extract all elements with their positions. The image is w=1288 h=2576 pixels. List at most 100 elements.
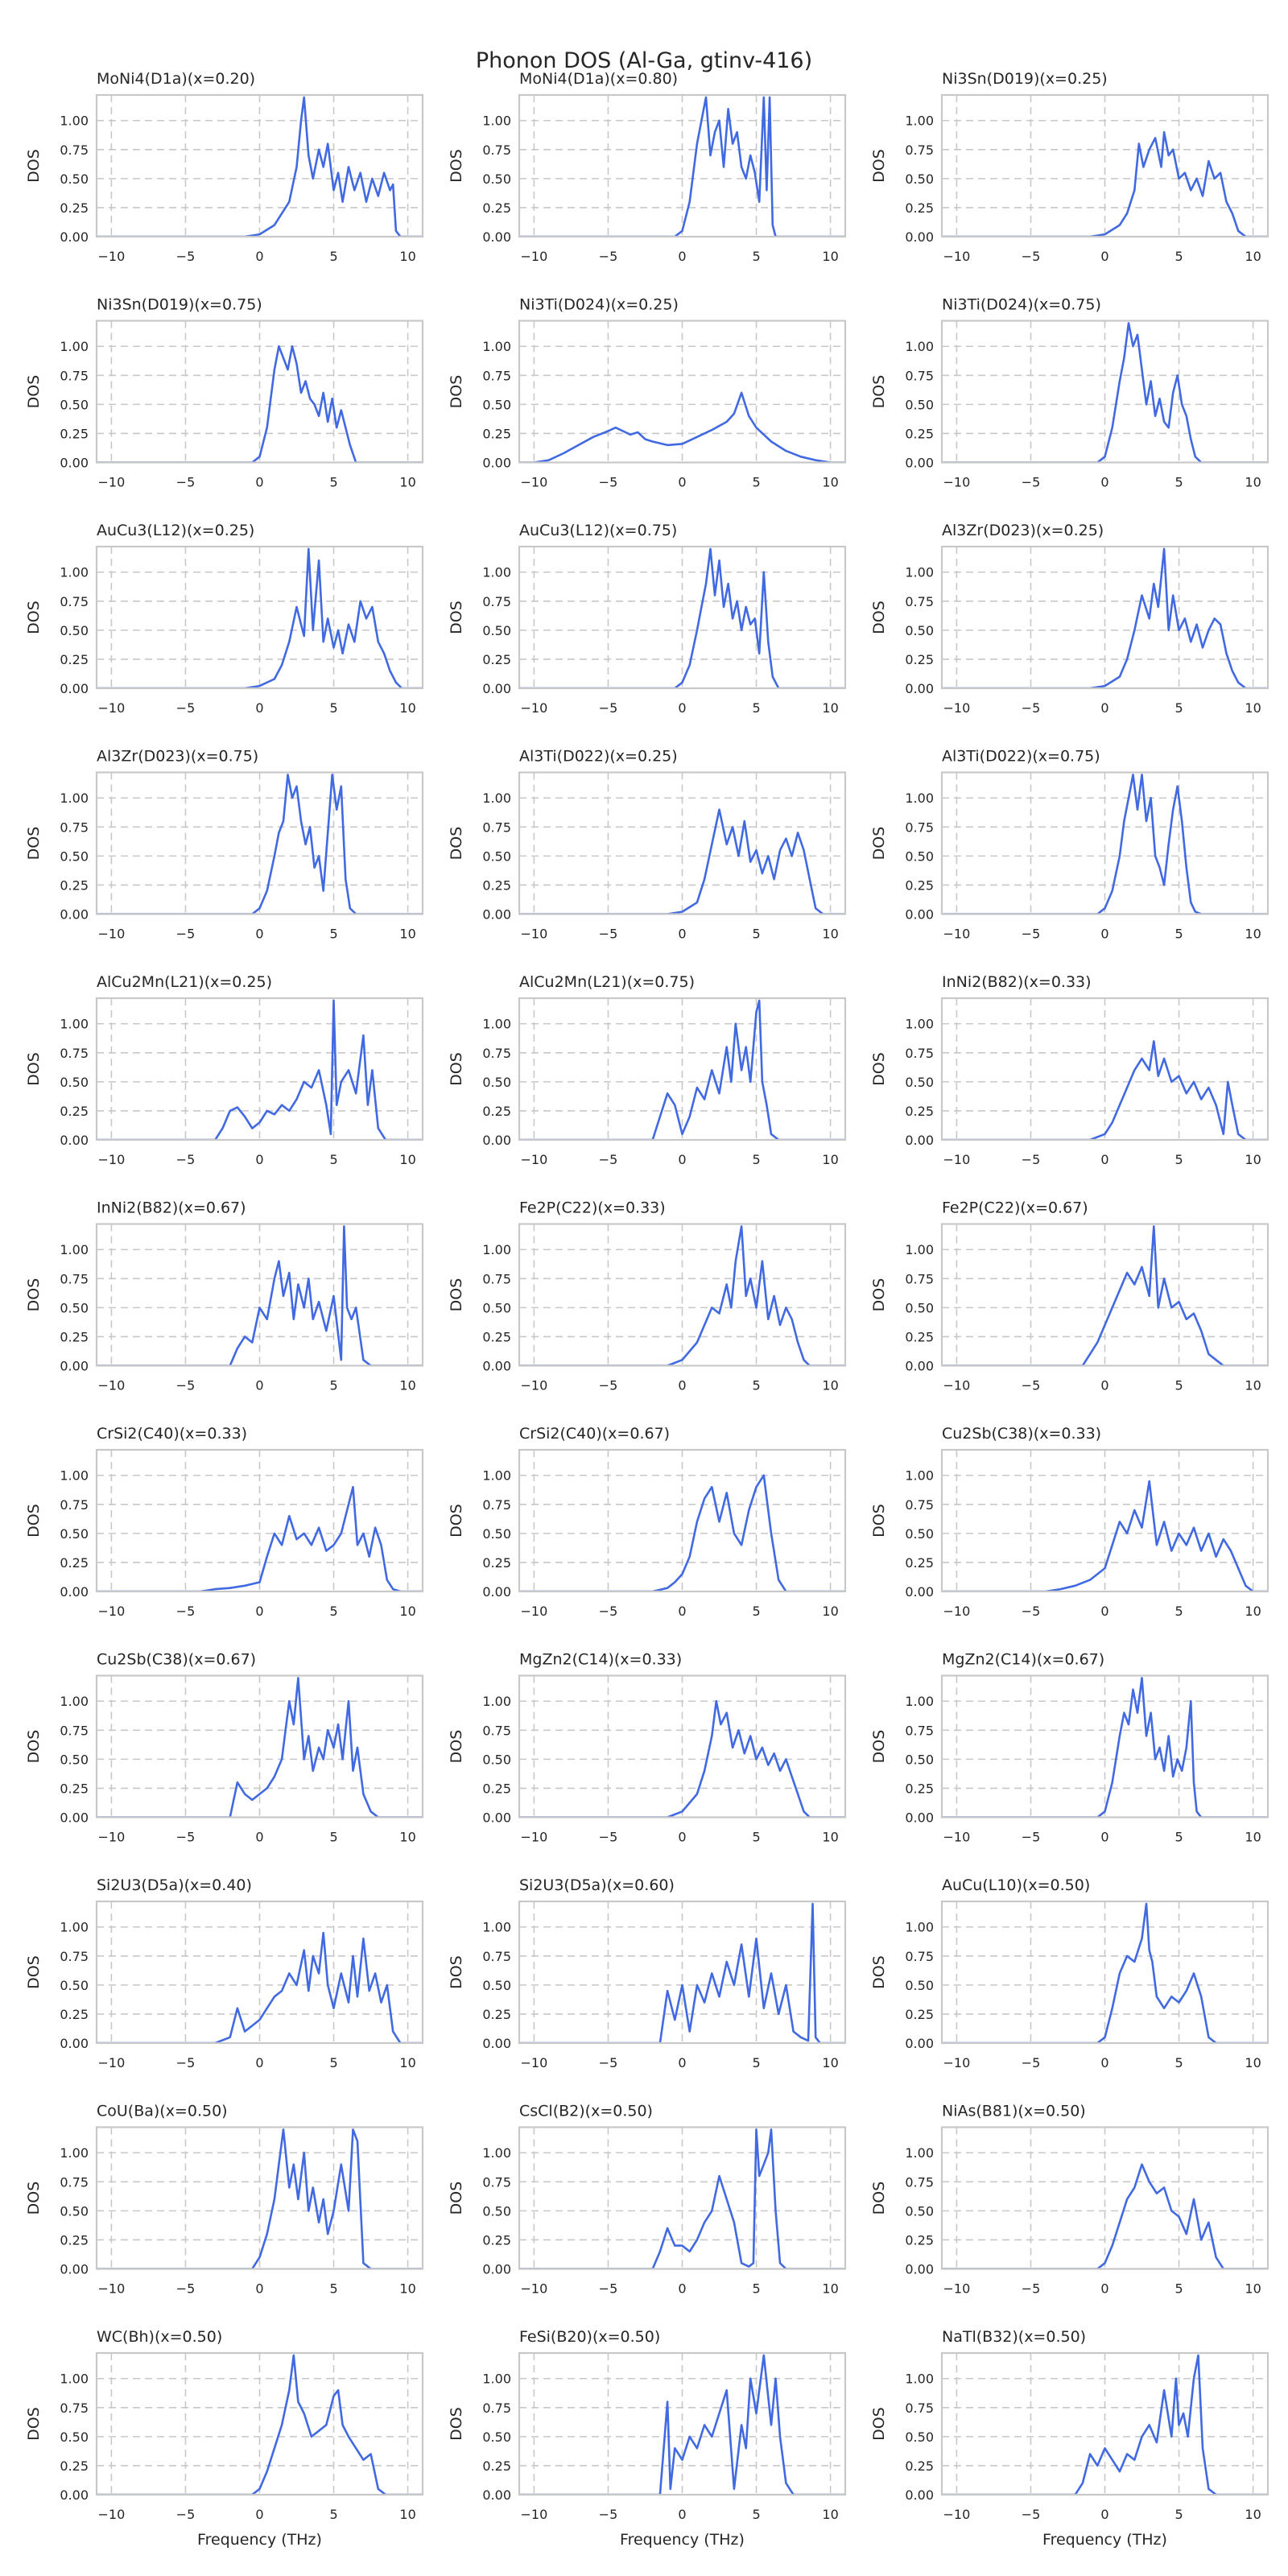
y-axis-label: DOS (870, 1278, 888, 1312)
x-tick-label: 10 (1245, 1152, 1261, 1167)
y-axis-label: DOS (25, 827, 43, 861)
y-tick-label: 0.00 (482, 229, 511, 245)
x-tick-label: 0 (678, 927, 686, 942)
x-tick-label: −10 (943, 2507, 971, 2522)
y-tick-label: 0.25 (60, 426, 89, 441)
y-axis-label: DOS (448, 1504, 465, 1538)
y-tick-label: 0.25 (482, 1104, 511, 1119)
y-tick-label: 0.00 (905, 2262, 934, 2277)
y-tick-label: 1.00 (482, 1468, 511, 1484)
x-tick-label: −10 (943, 1604, 971, 1619)
y-tick-label: 0.25 (905, 877, 934, 893)
axes-frame (518, 1674, 847, 1818)
y-tick-label: 0.25 (905, 200, 934, 216)
y-tick-label: 1.00 (482, 339, 511, 354)
y-axis-label: DOS (25, 375, 43, 409)
y-tick-label: 0.00 (905, 456, 934, 471)
y-tick-label: 1.00 (482, 2145, 511, 2161)
x-tick-label: 0 (255, 475, 263, 490)
subplot-title: MoNi4(D1a)(x=0.20) (97, 70, 255, 88)
y-tick-label: 0.75 (482, 594, 511, 609)
subplot-title: Al3Ti(D022)(x=0.25) (519, 748, 678, 766)
subplot: Cu2Sb(C38)(x=0.33) −10 −5 0 5 10 0.00 0.25 0.50 0… (870, 1425, 1269, 1619)
x-tick-label: 5 (329, 2281, 337, 2297)
y-tick-label: 1.00 (60, 1920, 89, 1935)
subplot-title: Ni3Sn(D019)(x=0.75) (97, 296, 262, 314)
x-tick-label: 0 (255, 1830, 263, 1845)
x-tick-label: −10 (943, 2055, 971, 2070)
y-axis-label: DOS (25, 1730, 43, 1764)
x-tick-label: 0 (1100, 1152, 1108, 1167)
x-tick-label: 5 (329, 927, 337, 942)
y-axis-label: DOS (25, 1052, 43, 1086)
dos-series-line (942, 1677, 1268, 1818)
subplot-title: MgZn2(C14)(x=0.33) (519, 1651, 682, 1669)
y-axis-label: DOS (870, 1504, 888, 1538)
x-tick-label: 5 (752, 1830, 760, 1845)
dos-series-line (97, 1677, 423, 1818)
x-tick-label: −10 (98, 2055, 126, 2070)
y-tick-label: 1.00 (60, 1017, 89, 1032)
x-tick-label: 5 (752, 1378, 760, 1393)
y-tick-label: 0.25 (60, 2458, 89, 2474)
y-tick-label: 0.00 (60, 681, 89, 696)
x-tick-label: −5 (176, 2507, 196, 2522)
y-axis-label: DOS (25, 1955, 43, 1989)
x-tick-label: −10 (521, 475, 548, 490)
dos-series-line (942, 1902, 1268, 2043)
x-tick-label: −5 (176, 1378, 196, 1393)
y-tick-label: 0.75 (482, 1949, 511, 1964)
y-tick-label: 0.00 (482, 907, 511, 923)
x-tick-label: 5 (329, 1604, 337, 1619)
axes-frame (95, 93, 424, 238)
x-tick-label: −10 (98, 700, 126, 716)
dos-series-line (942, 2354, 1268, 2495)
dos-series-line (97, 1485, 423, 1591)
y-tick-label: 0.75 (60, 1046, 89, 1061)
x-tick-label: 5 (752, 700, 760, 716)
x-tick-label: −10 (521, 1378, 548, 1393)
x-tick-label: 0 (678, 1378, 686, 1393)
y-axis-label: DOS (448, 1278, 465, 1312)
x-tick-label: −10 (98, 1830, 126, 1845)
axes-frame (95, 1223, 424, 1367)
y-tick-label: 0.00 (905, 681, 934, 696)
y-tick-label: 0.00 (482, 1584, 511, 1600)
y-tick-label: 0.50 (482, 171, 511, 187)
y-tick-label: 0.25 (905, 1781, 934, 1796)
y-axis-label: DOS (870, 375, 888, 409)
subplot: Ni3Sn(D019)(x=0.75) −10 −5 0 5 10 0.00 0.25 0.50… (25, 296, 424, 490)
subplot: MgZn2(C14)(x=0.33) −10 −5 0 5 10 0.00 0.25 0.50 0… (448, 1651, 847, 1845)
y-axis-label: DOS (25, 2182, 43, 2215)
subplot: AuCu3(L12)(x=0.75) −10 −5 0 5 10 0.00 0.25 0.50 0… (448, 522, 847, 716)
x-tick-label: 0 (255, 2055, 263, 2070)
y-tick-label: 0.00 (60, 1810, 89, 1826)
x-tick-label: 10 (399, 927, 415, 942)
dos-series-line (97, 999, 423, 1140)
subplot-title: Fe2P(C22)(x=0.67) (942, 1199, 1088, 1217)
y-axis-label: DOS (25, 149, 43, 183)
x-tick-label: −5 (176, 249, 196, 264)
y-tick-label: 1.00 (905, 1017, 934, 1032)
axes-frame (95, 771, 424, 915)
x-tick-label: −5 (1022, 1830, 1041, 1845)
y-tick-label: 0.50 (905, 171, 934, 187)
subplot-title: CoU(Ba)(x=0.50) (97, 2103, 228, 2120)
y-axis-label: DOS (448, 149, 465, 183)
subplot: InNi2(B82)(x=0.33) −10 −5 0 5 10 0.00 0.25 0.50 0… (870, 973, 1269, 1167)
x-tick-label: −5 (1022, 1152, 1041, 1167)
subplot-title: Ni3Sn(D019)(x=0.25) (942, 70, 1108, 88)
dos-series-line (97, 774, 423, 914)
x-tick-label: 0 (678, 2507, 686, 2522)
x-tick-label: −10 (943, 2281, 971, 2297)
y-tick-label: 1.00 (60, 1242, 89, 1257)
y-axis-label: DOS (448, 2182, 465, 2215)
x-tick-label: 10 (399, 700, 415, 716)
y-tick-label: 0.25 (482, 1781, 511, 1796)
x-tick-label: −10 (98, 1378, 126, 1393)
axes-frame (95, 1900, 424, 2045)
x-tick-label: 10 (1245, 475, 1261, 490)
y-axis-label: DOS (448, 1955, 465, 1989)
y-tick-label: 0.50 (905, 1978, 934, 1993)
axes-frame (940, 1448, 1269, 1593)
